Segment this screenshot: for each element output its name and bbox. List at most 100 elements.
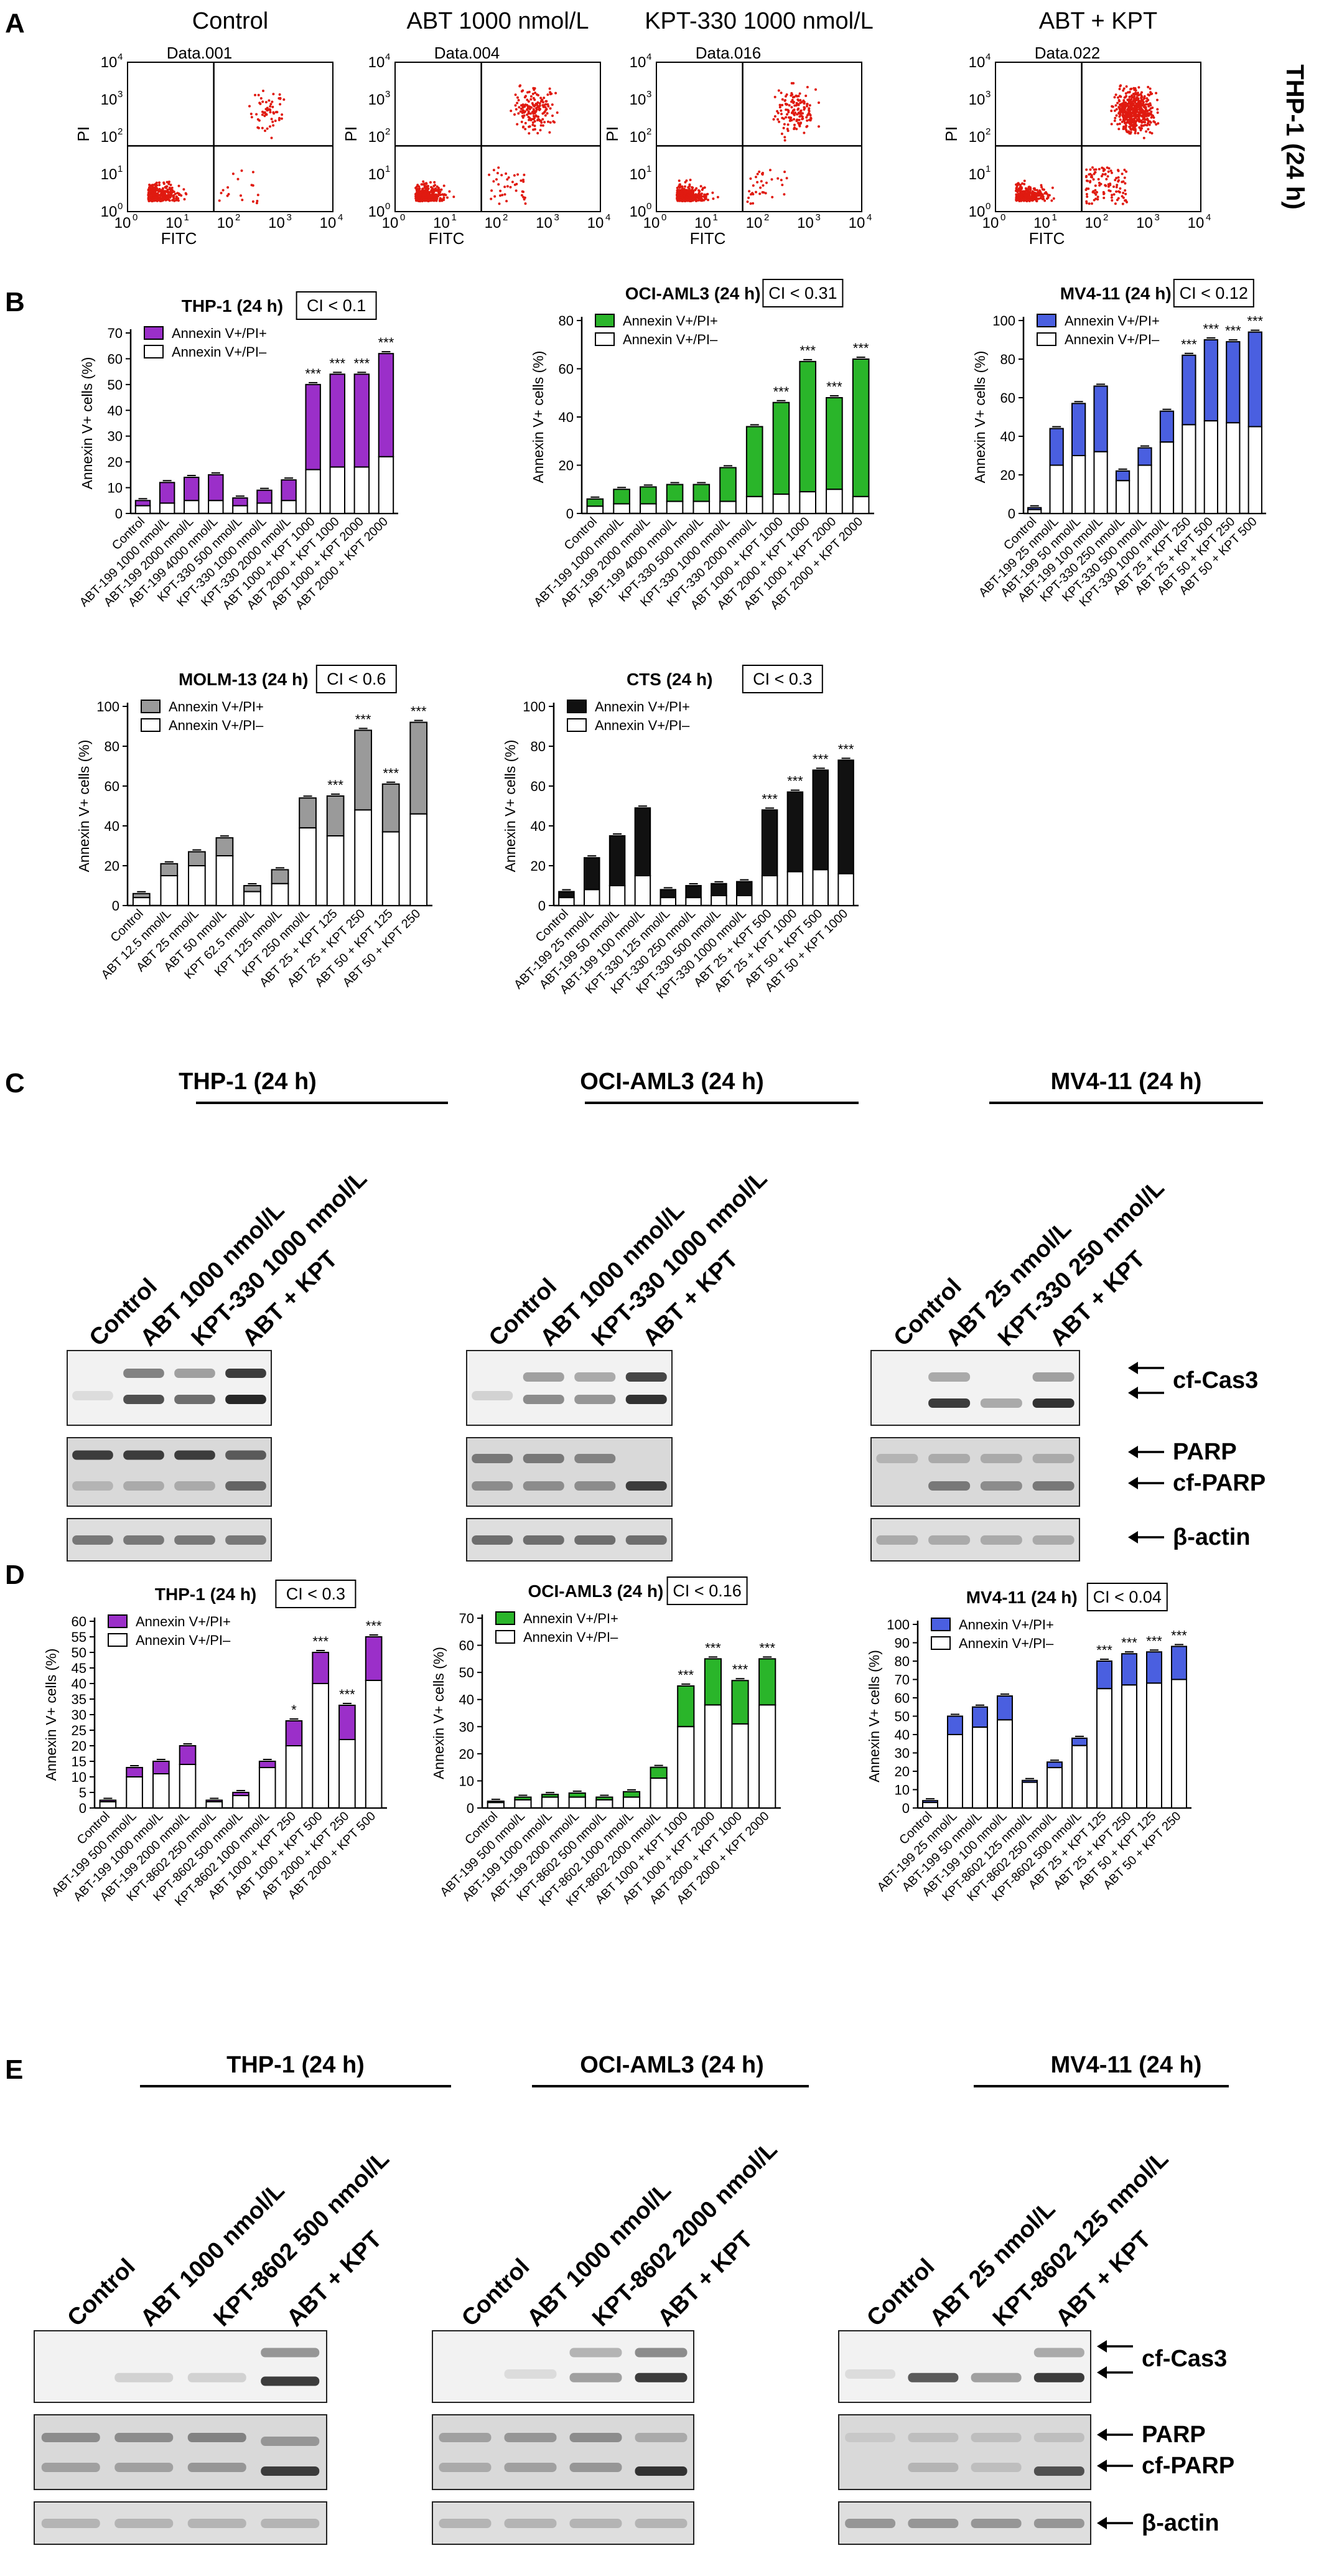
- flow-dot: [679, 199, 682, 202]
- flow-dot: [1145, 130, 1148, 133]
- flow-dot: [1122, 192, 1125, 194]
- flow-dot: [420, 183, 423, 186]
- bar-segment-pi-negative: [826, 489, 843, 514]
- x-tick-label: 10: [1033, 215, 1050, 232]
- flow-dot: [678, 185, 681, 188]
- flow-dot: [704, 197, 707, 200]
- x-tick-exponent: 0: [661, 212, 666, 223]
- bar-segment-pi-positive: [685, 885, 702, 899]
- flow-dot: [1138, 126, 1141, 129]
- flow-dot: [1125, 170, 1128, 173]
- flow-dot: [1144, 121, 1147, 124]
- flow-dot: [535, 106, 538, 110]
- bar-segment-pi-positive: [243, 885, 261, 892]
- flow-dot: [749, 202, 752, 205]
- flow-dot: [1129, 127, 1132, 130]
- flow-plot-title: ABT + KPT: [1039, 8, 1157, 34]
- flow-dot: [433, 197, 436, 200]
- arrow-head: [1097, 2366, 1107, 2379]
- flow-dot: [1110, 123, 1113, 126]
- flow-dot: [1132, 107, 1135, 110]
- flow-dot: [795, 128, 798, 131]
- flow-dot: [1085, 168, 1088, 171]
- y-tick-label: 20: [108, 454, 123, 470]
- bar-segment-pi-negative: [799, 491, 817, 514]
- flow-dot: [1112, 185, 1115, 188]
- flow-dot: [536, 93, 538, 96]
- flow-dot: [154, 196, 157, 199]
- flow-dot: [1154, 121, 1156, 124]
- flow-dot: [756, 172, 759, 176]
- bar-segment-pi-positive: [812, 769, 829, 871]
- flow-dot: [1115, 177, 1118, 180]
- flow-dot: [523, 174, 526, 176]
- flow-dot: [264, 101, 268, 104]
- flow-x-axis-label: FITC: [690, 229, 726, 248]
- flow-dot: [1114, 179, 1117, 182]
- flow-dot: [533, 115, 535, 118]
- flow-dot: [1137, 132, 1140, 134]
- flow-dot: [531, 92, 534, 95]
- flow-dot: [1116, 123, 1119, 126]
- flow-dot: [424, 195, 427, 199]
- x-tick-label: 10: [114, 215, 131, 232]
- bar-segment-pi-positive: [1071, 403, 1086, 456]
- flow-dot: [544, 114, 547, 117]
- flow-dot: [783, 136, 786, 139]
- flow-dot: [1127, 101, 1131, 105]
- flow-dot: [162, 197, 165, 200]
- bar-segment-pi-negative: [126, 1776, 143, 1809]
- flow-dot: [681, 192, 684, 195]
- y-axis-label: Annexin V+ cells (%): [43, 1649, 59, 1781]
- flow-dot: [533, 87, 536, 90]
- flow-dot: [272, 93, 275, 96]
- y-tick-label: 15: [72, 1754, 86, 1769]
- flow-dot: [1149, 121, 1152, 124]
- flow-dot: [1134, 131, 1137, 134]
- protein-band: [625, 1372, 667, 1382]
- y-tick-label: 10: [630, 91, 646, 108]
- flow-dot: [417, 185, 421, 188]
- flow-dot: [1146, 110, 1149, 113]
- flow-dot: [241, 199, 244, 202]
- bar-segment-pi-positive: [365, 1636, 383, 1681]
- ci-label: CI < 0.1: [307, 296, 366, 315]
- flow-data-label: Data.022: [1035, 44, 1101, 62]
- flow-dot: [526, 108, 529, 111]
- flow-dot: [1122, 125, 1126, 128]
- y-tick-label: 100: [96, 699, 119, 714]
- flow-dot: [432, 185, 436, 187]
- bar-segment-pi-positive: [285, 1720, 303, 1746]
- flow-dot: [752, 202, 755, 205]
- blot-group-title: OCI-AML3 (24 h): [580, 2052, 764, 2078]
- flow-dot: [520, 107, 523, 110]
- flow-dot: [1111, 171, 1113, 174]
- flow-dot: [777, 89, 780, 92]
- bar-segment-pi-negative: [837, 873, 854, 907]
- flow-dot: [266, 127, 269, 130]
- flow-dot: [1140, 115, 1144, 118]
- bar-segment-pi-negative: [584, 889, 600, 907]
- flow-dot: [803, 106, 806, 110]
- band-label: PARP: [1173, 1439, 1237, 1465]
- flow-dot: [686, 194, 689, 197]
- flow-dot: [807, 112, 810, 115]
- flow-dot: [254, 93, 256, 96]
- bar-segment-pi-positive: [719, 467, 737, 502]
- flow-dot: [1122, 99, 1126, 102]
- ci-box: [315, 665, 397, 693]
- bar-segment-pi-positive: [947, 1715, 963, 1735]
- flow-dot: [175, 195, 178, 198]
- x-tick-exponent: 1: [1052, 212, 1057, 223]
- protein-band: [635, 2433, 688, 2442]
- x-tick-label: 10: [643, 215, 660, 232]
- flow-dot: [546, 103, 549, 106]
- flow-dot: [1096, 195, 1099, 199]
- flow-dot: [156, 184, 159, 187]
- band-label-group: PARP: [1097, 2422, 1206, 2448]
- significance-stars: ***: [853, 340, 869, 356]
- flow-dot: [183, 198, 186, 201]
- protein-band: [1032, 1454, 1075, 1463]
- band-label-group: cf-PARP: [1128, 1470, 1266, 1496]
- y-tick-label: 10: [368, 166, 385, 183]
